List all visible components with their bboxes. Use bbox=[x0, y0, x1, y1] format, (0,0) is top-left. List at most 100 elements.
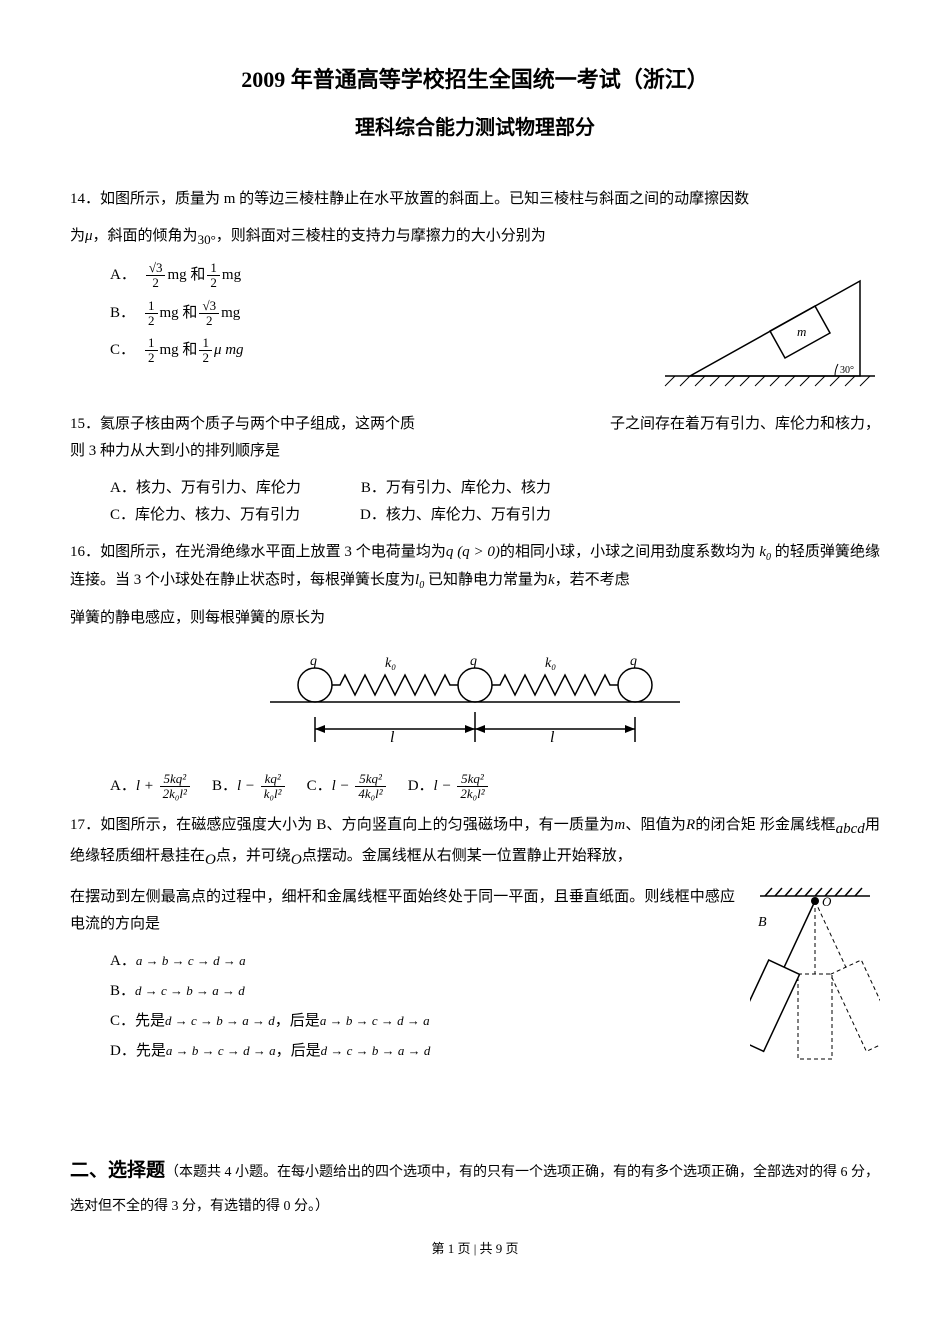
den: 2k₀l² bbox=[457, 787, 487, 801]
q17-O2: O bbox=[291, 852, 302, 868]
mid: mg 和 bbox=[160, 337, 198, 364]
end: mg bbox=[221, 300, 240, 327]
q16-stem-b: 的相同小球，小球之间用劲度系数均为 bbox=[500, 544, 756, 560]
q16-figure: q q q k₀ k₀ l l bbox=[265, 647, 685, 757]
l: l − bbox=[332, 778, 350, 794]
den: 2 bbox=[199, 351, 212, 365]
den: 2 bbox=[146, 276, 166, 290]
q15-opt-a: A．核力、万有引力、库伦力 bbox=[110, 475, 301, 502]
num: 1 bbox=[207, 261, 220, 276]
frac: √32 bbox=[146, 261, 166, 291]
num: 1 bbox=[145, 299, 158, 314]
q17-stem-c: 的闭合矩 bbox=[695, 817, 756, 833]
l: l + bbox=[136, 778, 154, 794]
q14-stem-c: ，则斜面对三棱柱的支持力与摩擦力的大小分别为 bbox=[216, 228, 546, 244]
subtitle: 理科综合能力测试物理部分 bbox=[70, 110, 880, 146]
q17-figure: O B bbox=[750, 884, 880, 1094]
q17-stem-f: 点，并可绕 bbox=[216, 848, 291, 864]
q17-fig-O: O bbox=[822, 894, 832, 909]
frac: 5kq²2k₀l² bbox=[160, 772, 190, 802]
q14-stem-b: ，斜面的倾角为 bbox=[93, 228, 198, 244]
num: √3 bbox=[199, 299, 219, 314]
label: C． bbox=[307, 778, 332, 794]
den: 2 bbox=[207, 276, 220, 290]
den: 2 bbox=[145, 351, 158, 365]
q16-k: k bbox=[548, 572, 555, 588]
num: √3 bbox=[146, 261, 166, 276]
num: 5kq² bbox=[160, 772, 190, 787]
den: 4k₀l² bbox=[355, 787, 385, 801]
label: C．先是 bbox=[110, 1013, 165, 1029]
q17-stem-g: 点摆动。金属线框从右侧某一位置静止开始释放， bbox=[302, 848, 632, 864]
num: 1 bbox=[199, 336, 212, 351]
q17-stem-a: 17．如图所示，在磁感应强度大小为 B、方向竖直向上的匀强磁场中，有一质量为 bbox=[70, 817, 614, 833]
q16-opt-a: A．l + 5kq²2k₀l² bbox=[110, 772, 192, 802]
q16-k0: k0 bbox=[759, 544, 771, 560]
frac: 12 bbox=[207, 261, 220, 291]
label: A． bbox=[110, 953, 136, 969]
end: μ mg bbox=[214, 337, 244, 364]
sub: 0 bbox=[766, 552, 771, 563]
q14-angle: 30° bbox=[198, 232, 216, 247]
q17-R: R bbox=[686, 817, 695, 833]
num: 5kq² bbox=[355, 772, 385, 787]
q16-paren: (q > 0) bbox=[453, 544, 499, 560]
q14-mu: μ bbox=[85, 228, 93, 244]
end: mg bbox=[222, 262, 241, 289]
q14-opt-b-label: B． bbox=[110, 300, 135, 327]
q14-stem: 14．如图所示，质量为 m 的等边三棱柱静止在水平放置的斜面上。已知三棱柱与斜面… bbox=[70, 186, 880, 213]
q14-mu-wrap: 为μ bbox=[70, 228, 93, 244]
sub: 0 bbox=[419, 580, 424, 591]
q16-fig-k02: k₀ bbox=[545, 656, 556, 671]
q14-figure: m 30° bbox=[660, 261, 880, 391]
q16-fig-l1: l bbox=[390, 729, 395, 746]
label: B． bbox=[212, 778, 237, 794]
k: k bbox=[759, 544, 766, 560]
mid: mg 和 bbox=[167, 262, 205, 289]
num: 1 bbox=[145, 336, 158, 351]
q17-m: m bbox=[614, 817, 625, 833]
q16-stem: 16．如图所示，在光滑绝缘水平面上放置 3 个电荷量均为q (q > 0)的相同… bbox=[70, 539, 880, 595]
q16-opt-d: D．l − 5kq²2k₀l² bbox=[408, 772, 490, 802]
q17-stem-b: 、阻值为 bbox=[625, 817, 686, 833]
q14-stem-line2: 为μ，斜面的倾角为30°，则斜面对三棱柱的支持力与摩擦力的大小分别为 bbox=[70, 223, 880, 251]
q16-stem-d: 已知静电力常量为 bbox=[428, 572, 548, 588]
q17-stem-d: 形金属线框 bbox=[760, 817, 836, 833]
section2-title: 二、选择题（本题共 4 小题。在每小题给出的四个选项中，有的只有一个选项正确，有… bbox=[70, 1154, 880, 1222]
q16-fig-q3: q bbox=[630, 654, 637, 669]
seq: d → c → b → a → d bbox=[135, 983, 245, 998]
q15-opts-row2: C．库伦力、核力、万有引力 D．核力、库伦力、万有引力 bbox=[70, 502, 880, 529]
q16-opt-c: C．l − 5kq²4k₀l² bbox=[307, 772, 388, 802]
frac: 5kq²4k₀l² bbox=[355, 772, 385, 802]
den: 2k₀l² bbox=[160, 787, 190, 801]
q16-stem-f: 弹簧的静电感应，则每根弹簧的原长为 bbox=[70, 605, 880, 632]
q15-opt-d: D．核力、库伦力、万有引力 bbox=[360, 502, 551, 529]
q15-opt-b: B．万有引力、库伦力、核力 bbox=[361, 475, 551, 502]
q16-l0: l0 bbox=[415, 572, 424, 588]
l: l − bbox=[237, 778, 255, 794]
l: l − bbox=[434, 778, 452, 794]
q14-stem-a: 14．如图所示，质量为 m 的等边三棱柱静止在水平放置的斜面上。已知三棱柱与斜面… bbox=[70, 191, 749, 207]
label: A． bbox=[110, 778, 136, 794]
q16-fig-l2: l bbox=[550, 729, 555, 746]
q16-fig-q1: q bbox=[310, 654, 317, 669]
q14-fig-angle: 30° bbox=[840, 365, 854, 376]
note: （本题共 4 小题。在每小题给出的四个选项中，有的只有一个选项正确，有的有多个选… bbox=[70, 1165, 879, 1214]
seq1: a → b → c → d → a bbox=[166, 1043, 276, 1058]
main-title: 2009 年普通高等学校招生全国统一考试（浙江） bbox=[70, 60, 880, 100]
frac: kq²k₀l² bbox=[261, 772, 285, 802]
q16-stem-a: 16．如图所示，在光滑绝缘水平面上放置 3 个电荷量均为 bbox=[70, 544, 446, 560]
q15-opts-row1: A．核力、万有引力、库伦力 B．万有引力、库伦力、核力 bbox=[70, 475, 880, 502]
q14-opt-b: B． 12 mg 和 √32 mg bbox=[70, 299, 645, 329]
q14-opt-a-label: A． bbox=[110, 262, 136, 289]
q14-opt-a: A． √32 mg 和 12 mg bbox=[70, 261, 645, 291]
den: 2 bbox=[145, 314, 158, 328]
q17-fig-B: B bbox=[758, 915, 767, 930]
frac: 12 bbox=[145, 336, 158, 366]
q14-opt-c-label: C． bbox=[110, 337, 135, 364]
label: D． bbox=[408, 778, 434, 794]
q16-options: A．l + 5kq²2k₀l² B．l − kq²k₀l² C．l − 5kq²… bbox=[70, 772, 880, 802]
num: kq² bbox=[261, 772, 285, 787]
q17-O1: O bbox=[205, 852, 216, 868]
seq2: a → b → c → d → a bbox=[320, 1013, 430, 1028]
